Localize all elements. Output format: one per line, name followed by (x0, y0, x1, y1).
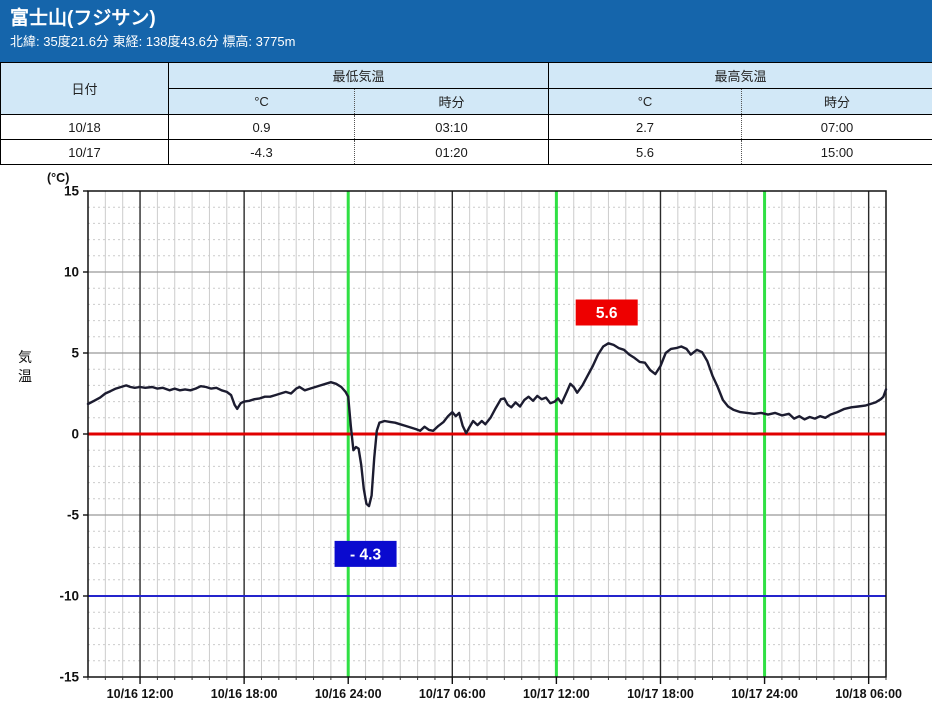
cell-max-time: 07:00 (741, 114, 932, 140)
cell-min-time: 01:20 (354, 139, 550, 165)
y-tick-label: 15 (64, 184, 80, 199)
table-row: 10/17 -4.3 01:20 5.6 15:00 (0, 139, 932, 165)
temperature-chart: 10/16 12:00 10/16 18:00 10/16 24:00 10/17 0… (18, 171, 902, 702)
col-header-min-celsius: °C (168, 88, 355, 115)
col-header-date: 日付 (0, 62, 169, 115)
y-tick-label: -5 (67, 508, 79, 523)
temperature-chart-area: 10/16 12:00 10/16 18:00 10/16 24:00 10/17 0… (0, 165, 932, 723)
col-group-max-temp: 最高気温 (548, 62, 932, 89)
y-tick-label: 5 (71, 346, 79, 361)
annotation-box (334, 540, 397, 567)
x-tick-label: 10/17 24:00 (731, 687, 798, 701)
y-axis-title: 気温 (18, 349, 32, 384)
annotation-value: 5.6 (596, 305, 618, 322)
col-header-max-time: 時分 (741, 88, 932, 115)
x-tick-label: 10/16 24:00 (315, 687, 382, 701)
cell-max-temp: 5.6 (548, 139, 743, 165)
cell-date: 10/17 (0, 139, 169, 165)
y-tick-label: 10 (64, 265, 79, 280)
x-tick-label: 10/17 18:00 (627, 687, 694, 701)
page-title: 富士山(フジサン) (10, 8, 156, 29)
y-tick-label: 0 (71, 427, 79, 442)
col-header-max-celsius: °C (548, 88, 743, 115)
table-row: 10/18 0.9 03:10 2.7 07:00 (0, 114, 932, 140)
col-header-min-time: 時分 (354, 88, 550, 115)
extreme-value-annotation: - 4.3 (334, 540, 397, 567)
extreme-value-annotation: 5.6 (575, 299, 638, 326)
chart-grid (88, 191, 886, 677)
cell-min-temp: 0.9 (168, 114, 355, 140)
cell-min-time: 03:10 (354, 114, 550, 140)
y-tick-label: -10 (59, 589, 79, 604)
x-tick-label: 10/18 06:00 (835, 687, 902, 701)
station-coordinates: 北緯: 35度21.6分 東経: 138度43.6分 標高: 3775m (10, 34, 296, 49)
min-max-temperature-table: 日付 最低気温 最高気温 °C 時分 °C 時分 10/18 0.9 03:10… (0, 62, 932, 165)
x-tick-label: 10/16 18:00 (211, 687, 278, 701)
temperature-series-line (86, 342, 888, 508)
x-tick-label: 10/16 12:00 (107, 687, 174, 701)
y-tick-label: -15 (59, 670, 79, 685)
cell-date: 10/18 (0, 114, 169, 140)
cell-max-time: 15:00 (741, 139, 932, 165)
cell-min-temp: -4.3 (168, 139, 355, 165)
annotation-box (575, 299, 638, 326)
cell-max-temp: 2.7 (548, 114, 743, 140)
page-header: 富士山(フジサン) 北緯: 35度21.6分 東経: 138度43.6分 標高:… (0, 0, 932, 62)
col-group-min-temp: 最低気温 (168, 62, 550, 89)
y-axis-unit-label: (°C) (47, 171, 69, 185)
annotation-value: - 4.3 (350, 546, 381, 563)
x-tick-label: 10/17 06:00 (419, 687, 486, 701)
chart-axes: 10/16 12:00 10/16 18:00 10/16 24:00 10/17 0… (59, 184, 902, 702)
x-tick-label: 10/17 12:00 (523, 687, 590, 701)
